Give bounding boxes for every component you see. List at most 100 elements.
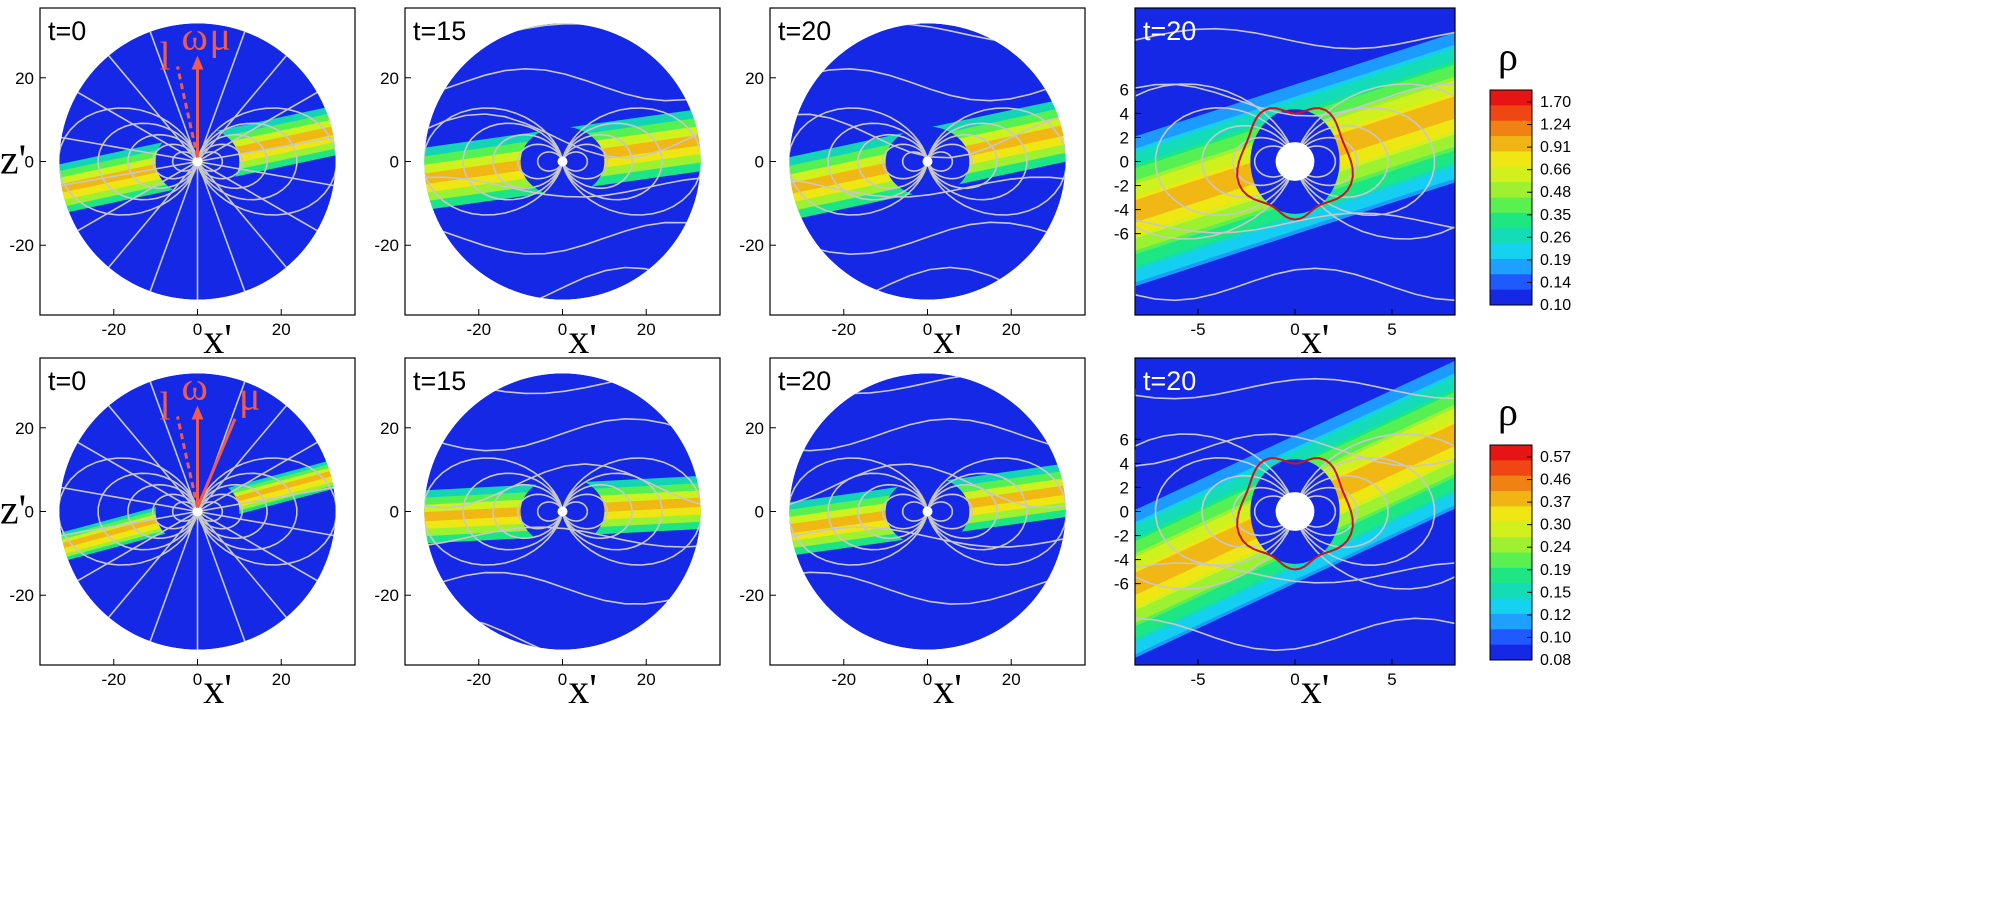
field-line [1232,136,1296,187]
y-tick-label: -20 [9,586,34,605]
l-label: l [160,34,171,79]
field-line [1201,474,1296,549]
field-line [108,510,199,618]
field-line [196,405,287,513]
y-tick-label: 6 [1120,80,1129,99]
y-tick-label: 0 [1120,153,1129,172]
field-line [827,122,928,201]
colorbar-tick-label: 0.26 [1540,229,1571,246]
field-line [561,151,589,172]
field-line [149,31,199,162]
field-line [1294,106,1436,217]
y-tick-label: -4 [1114,201,1129,220]
colorbar-swatch [1490,228,1532,245]
star [1275,492,1315,531]
colorbar-tick-label: 0.35 [1540,207,1571,224]
colorbar-swatch [1490,521,1532,538]
x-tick-label: 20 [637,320,656,339]
colorbar-tick-label: 1.24 [1540,117,1571,134]
y-tick-label: -6 [1114,225,1129,244]
colorbar-swatch [1490,243,1532,260]
time-label: t=20 [1143,16,1196,46]
x-tick-label: -20 [101,320,126,339]
colorbar-tick-label: 0.48 [1540,184,1571,201]
field-line [517,143,564,180]
y-tick-label: 20 [15,419,34,438]
field-line [197,472,298,551]
y-tick-label: 0 [390,153,399,172]
y-tick-label: -2 [1114,177,1129,196]
star [557,506,568,517]
colorbar-tick-label: 0.12 [1540,607,1571,624]
y-tick-label: -2 [1114,527,1129,546]
field-line [827,472,928,551]
time-label: t=15 [413,366,466,396]
colorbar-swatch [1490,613,1532,630]
time-label: t=20 [778,366,831,396]
field-line [1135,27,1455,50]
panel-r1c4: -5 0 5 6 4 2 0 -2 -4 -6 x' t=20 [1114,7,1456,363]
y-tick-label: 0 [25,503,34,522]
field-line [1154,106,1296,217]
star [192,156,203,167]
field-line [926,483,998,540]
colorbars-group: ρ 1.70 1.24 0.91 0.66 0.48 0.35 0.26 0.19 0.14 0.1… [1489,34,1571,669]
omega-label: ω [182,364,208,409]
field-line [1294,486,1358,537]
field-line [152,493,199,530]
x-tick-label: 0 [558,320,567,339]
x-tick-label: -20 [831,670,856,689]
colorbar-tick-label: 0.91 [1540,139,1571,156]
field-lines [59,31,336,300]
panel-r1c3: -20 0 20 20 0 -20 x' t=20 [739,7,1086,363]
x-tick-label: -20 [831,320,856,339]
colorbar-swatch [1490,274,1532,291]
field-line [197,457,336,566]
y-tick-label: 20 [380,69,399,88]
x-tick-label: 20 [272,320,291,339]
y-tick-label: 20 [745,69,764,88]
field-line [789,107,928,216]
y-tick-label: 2 [1120,478,1129,497]
field-line [61,160,198,187]
star [557,156,568,167]
field-line [197,160,318,232]
field-line [882,143,929,180]
field-line [1201,124,1296,199]
field-line [561,143,608,180]
field-line [561,501,589,522]
field-line [926,493,973,530]
star [922,506,933,517]
colorbar-swatch [1490,644,1532,661]
colorbar-swatch [1490,212,1532,229]
field-line [424,463,701,509]
l-arrow [176,416,199,508]
field-line [97,472,198,551]
colorbar-tick-label: 1.70 [1540,94,1571,111]
colorbar-tick-label: 0.19 [1540,252,1571,269]
field-line [197,486,334,513]
field-line [196,143,243,180]
field-line [789,463,1066,509]
y-tick-label: -6 [1114,575,1129,594]
field-line [149,381,199,512]
y-tick-label: 0 [755,153,764,172]
field-line [492,133,564,190]
field-line [97,122,198,201]
field-line [196,31,246,162]
y-tick-label: 6 [1120,430,1129,449]
colorbar-tick-label: 0.14 [1540,274,1571,291]
x-axis-label: x' [568,667,597,713]
field-line [197,510,334,537]
x-tick-label: 5 [1387,670,1396,689]
colorbar-swatch [1490,105,1532,122]
field-line [59,457,198,566]
field-line [61,136,198,163]
x-tick-label: 0 [1290,670,1299,689]
colorbar-swatch [1490,445,1532,461]
field-line [1135,267,1455,302]
x-tick-label: 20 [637,670,656,689]
field-line [926,143,973,180]
field-line [424,113,701,159]
